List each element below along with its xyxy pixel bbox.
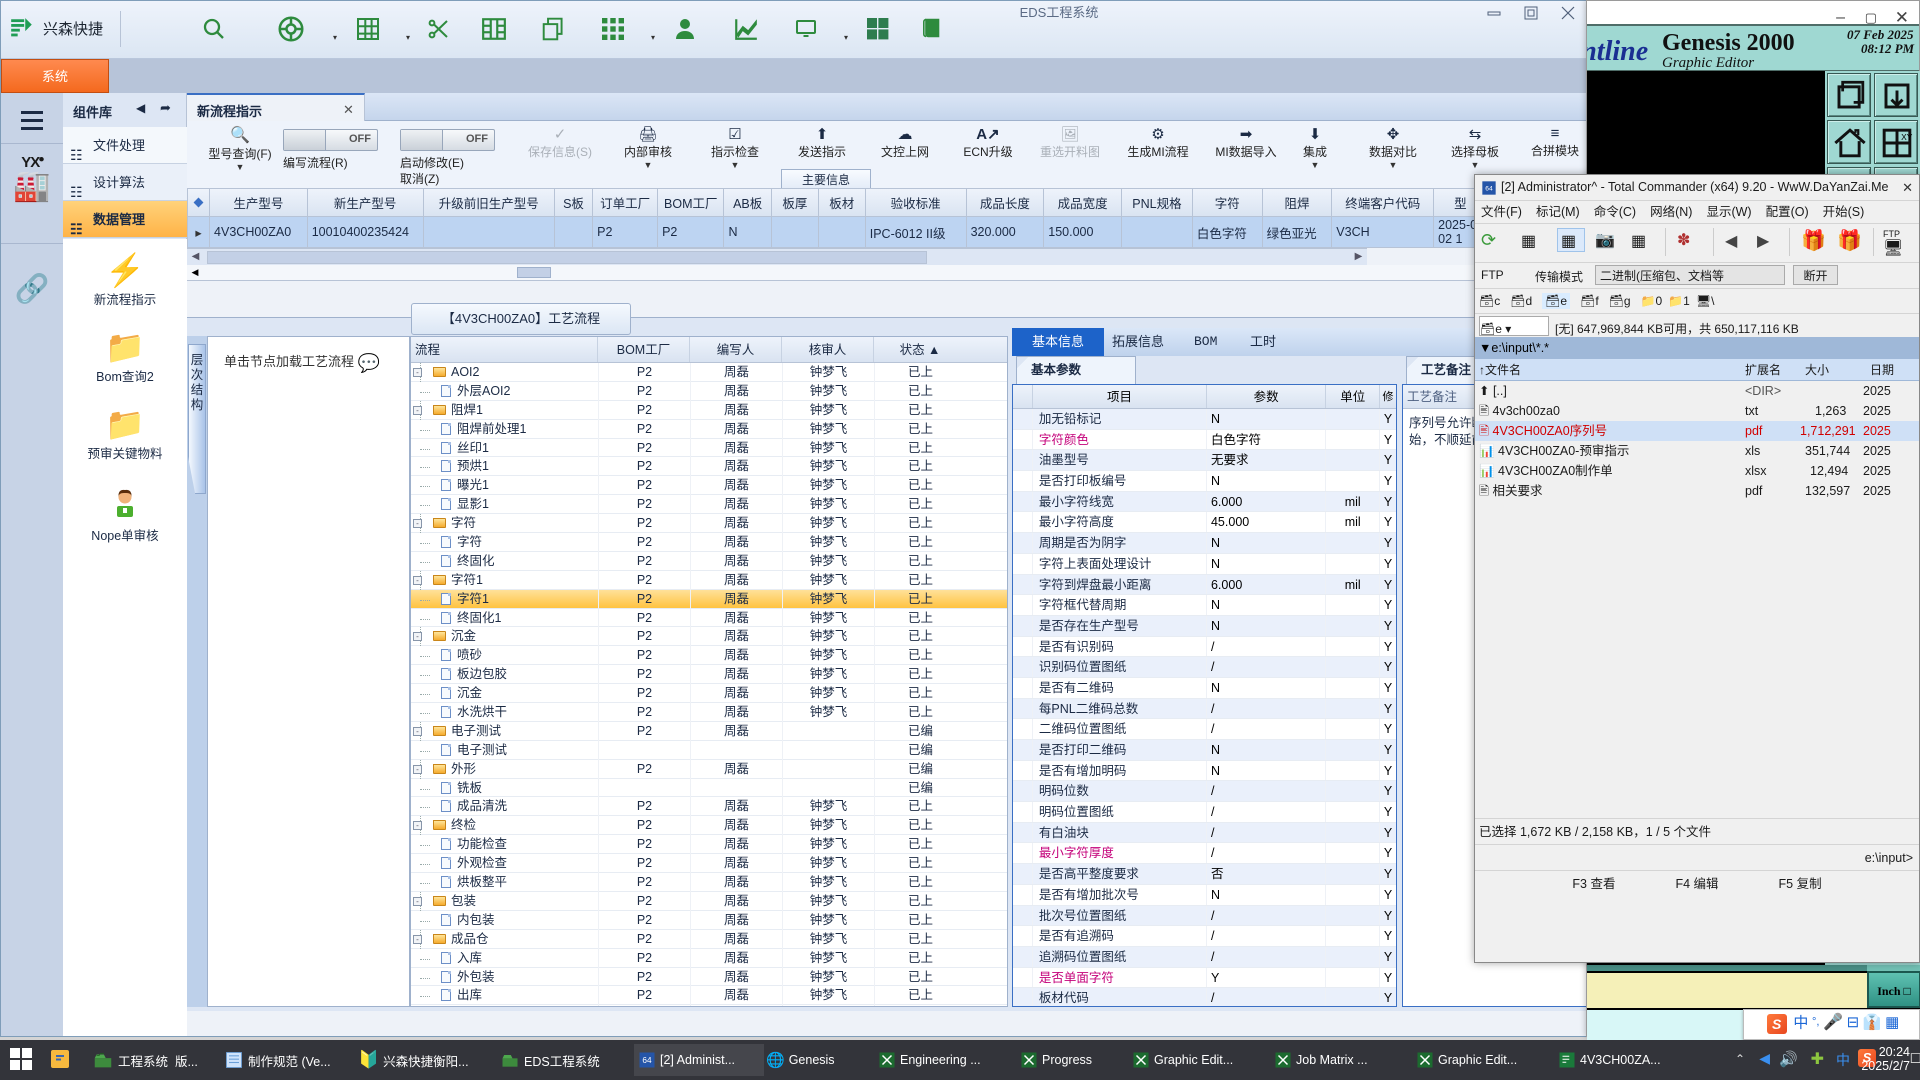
svg-text:64: 64	[1485, 186, 1493, 193]
svg-text:64: 64	[642, 1056, 652, 1065]
svg-text:XY: XY	[1901, 132, 1913, 142]
